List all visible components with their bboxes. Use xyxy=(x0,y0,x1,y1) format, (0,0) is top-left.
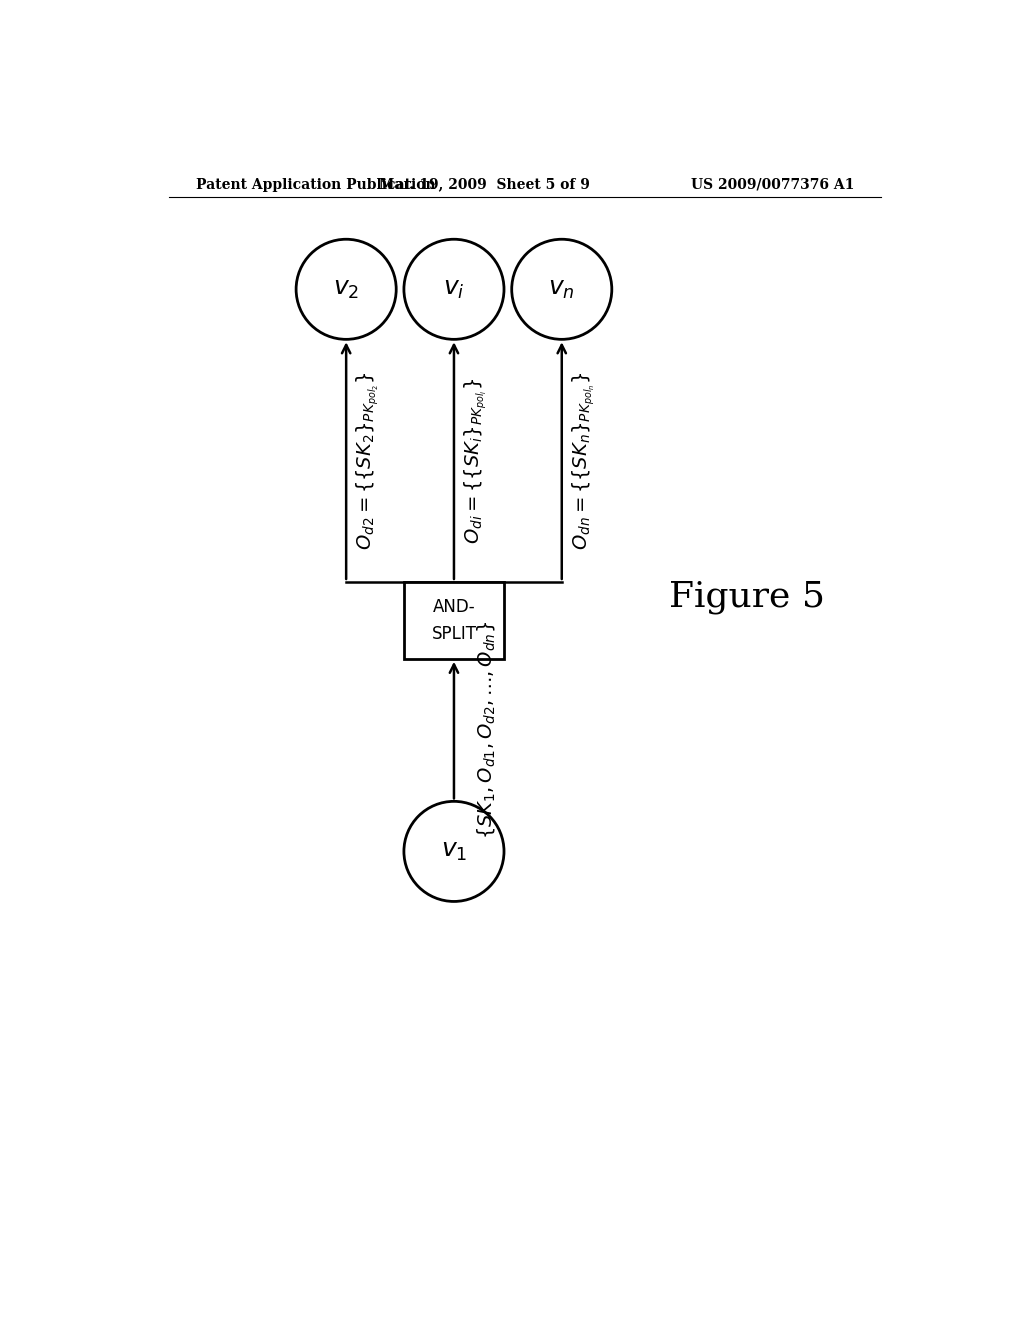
Ellipse shape xyxy=(512,239,611,339)
Bar xyxy=(403,582,504,659)
Text: Figure 5: Figure 5 xyxy=(669,581,824,614)
Text: $v_2$: $v_2$ xyxy=(333,277,359,301)
Text: $v_n$: $v_n$ xyxy=(549,277,575,301)
Text: AND-: AND- xyxy=(433,598,475,615)
Text: $v_i$: $v_i$ xyxy=(443,277,465,301)
Text: US 2009/0077376 A1: US 2009/0077376 A1 xyxy=(691,178,854,191)
Text: $O_{di} = \{\{SK_i\}_{PK_{pol_i}}\}$: $O_{di} = \{\{SK_i\}_{PK_{pol_i}}\}$ xyxy=(462,378,488,544)
Text: $v_1$: $v_1$ xyxy=(440,840,467,863)
Text: Mar. 19, 2009  Sheet 5 of 9: Mar. 19, 2009 Sheet 5 of 9 xyxy=(379,178,590,191)
Text: Patent Application Publication: Patent Application Publication xyxy=(196,178,435,191)
Ellipse shape xyxy=(403,239,504,339)
Text: $O_{dn} = \{\{SK_n\}_{PK_{pol_n}}\}$: $O_{dn} = \{\{SK_n\}_{PK_{pol_n}}\}$ xyxy=(570,371,597,549)
Text: SPLIT: SPLIT xyxy=(431,626,476,643)
Text: $O_{d2} = \{\{SK_2\}_{PK_{pol_2}}\}$: $O_{d2} = \{\{SK_2\}_{PK_{pol_2}}\}$ xyxy=(354,371,381,549)
Ellipse shape xyxy=(296,239,396,339)
Text: $\{SK_1, O_{d1}, O_{d2}, \ldots, O_{dn}\}$: $\{SK_1, O_{d1}, O_{d2}, \ldots, O_{dn}\… xyxy=(475,622,498,840)
Ellipse shape xyxy=(403,801,504,902)
